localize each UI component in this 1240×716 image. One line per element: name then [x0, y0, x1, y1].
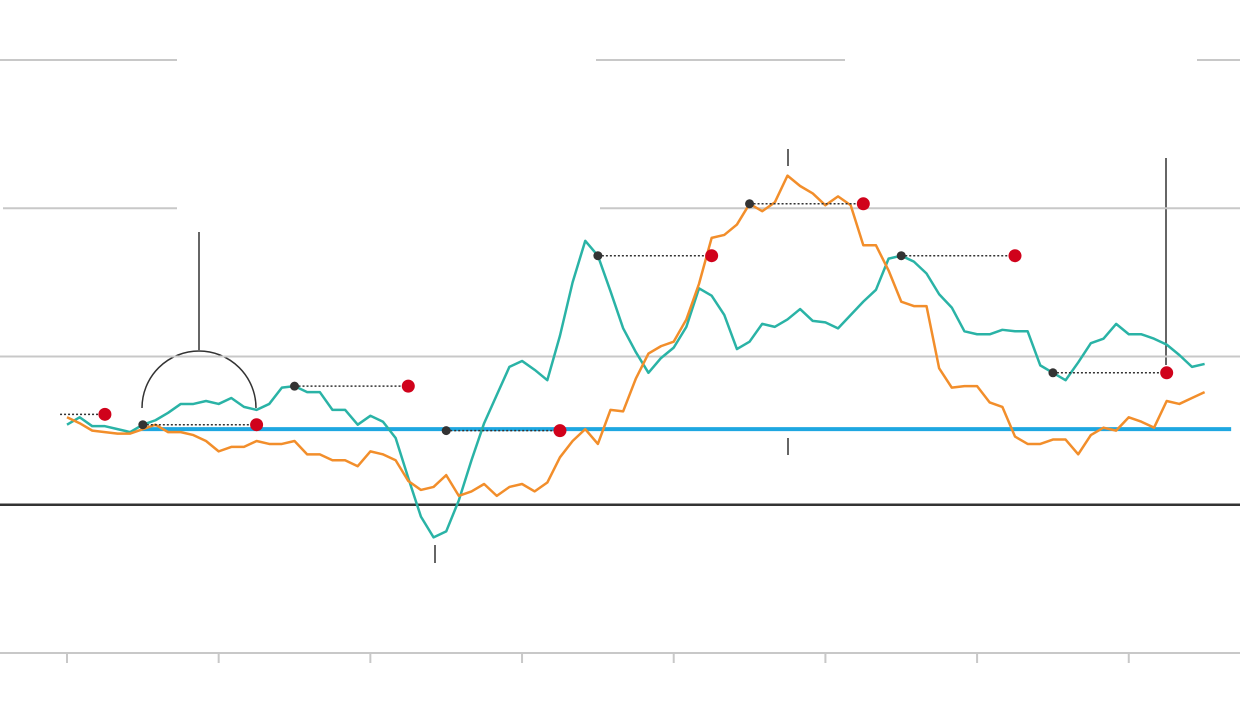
- marker-start: [593, 251, 603, 261]
- marker-start: [138, 420, 148, 430]
- marker-end: [401, 379, 415, 393]
- marker-end: [856, 197, 870, 211]
- callout-arc: [141, 350, 257, 409]
- marker-start: [745, 199, 755, 209]
- marker-start: [290, 381, 300, 391]
- annotations: [141, 149, 1167, 563]
- marker-end: [1008, 249, 1022, 263]
- marker-end: [250, 418, 264, 432]
- marker-start: [896, 251, 906, 261]
- marker-start: [1048, 368, 1058, 378]
- marker-end: [1160, 366, 1174, 380]
- marker-end: [98, 407, 112, 421]
- marker-end: [553, 424, 567, 438]
- marker-start: [441, 426, 451, 436]
- marker-end: [705, 249, 719, 263]
- series-line: [66, 239, 1205, 539]
- series-line: [66, 174, 1206, 498]
